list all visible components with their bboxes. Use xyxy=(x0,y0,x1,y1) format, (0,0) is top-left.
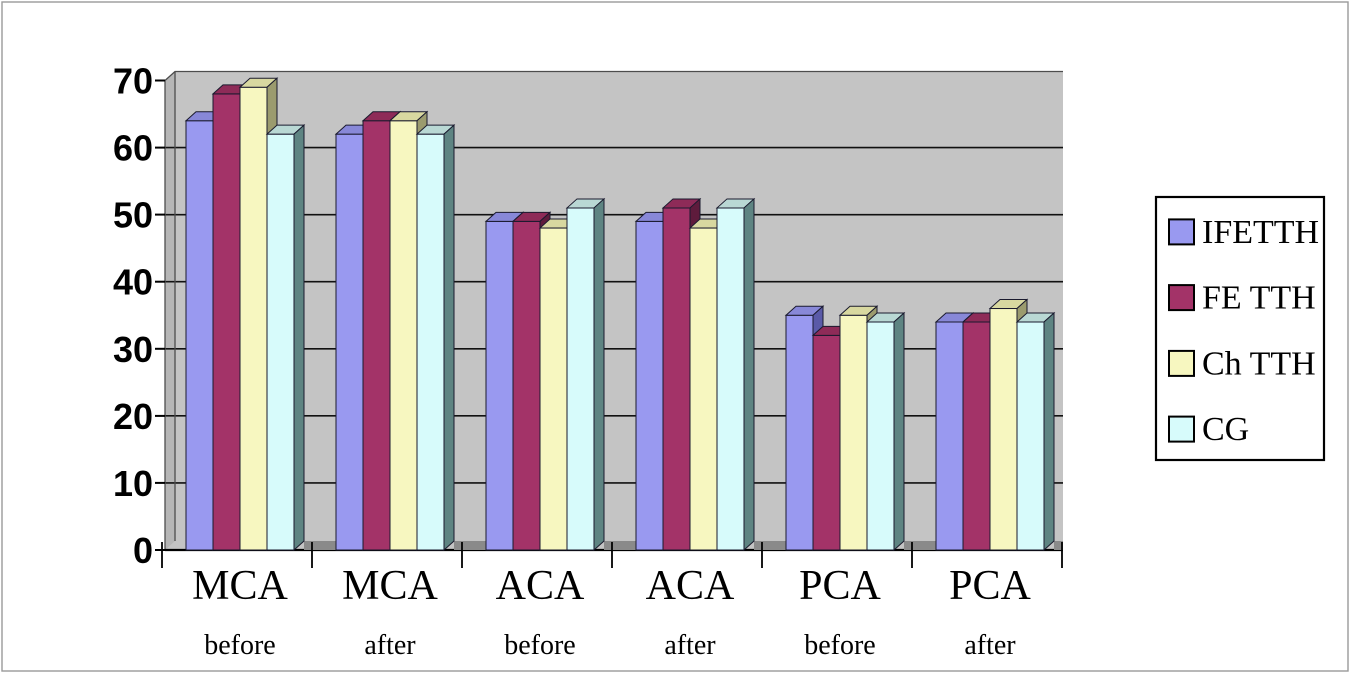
svg-text:0: 0 xyxy=(133,530,153,571)
svg-text:before: before xyxy=(204,630,276,661)
svg-text:after: after xyxy=(664,630,716,661)
svg-text:40: 40 xyxy=(113,262,153,303)
svg-text:IFETTH: IFETTH xyxy=(1202,214,1319,251)
svg-text:before: before xyxy=(504,630,576,661)
svg-text:10: 10 xyxy=(113,463,153,504)
svg-text:30: 30 xyxy=(113,329,153,370)
svg-text:ACA: ACA xyxy=(496,563,585,609)
svg-text:FE TTH: FE TTH xyxy=(1202,280,1316,317)
svg-text:20: 20 xyxy=(113,396,153,437)
svg-text:ACA: ACA xyxy=(646,563,735,609)
svg-text:Ch TTH: Ch TTH xyxy=(1202,345,1316,382)
svg-text:PCA: PCA xyxy=(799,563,881,609)
svg-text:before: before xyxy=(804,630,876,661)
svg-text:CG: CG xyxy=(1202,411,1249,448)
svg-text:MCA: MCA xyxy=(342,563,438,609)
svg-text:PCA: PCA xyxy=(949,563,1031,609)
svg-text:after: after xyxy=(964,630,1016,661)
svg-text:70: 70 xyxy=(113,61,153,102)
svg-text:50: 50 xyxy=(113,195,153,236)
svg-text:60: 60 xyxy=(113,128,153,169)
svg-text:after: after xyxy=(364,630,416,661)
svg-text:MCA: MCA xyxy=(192,563,288,609)
